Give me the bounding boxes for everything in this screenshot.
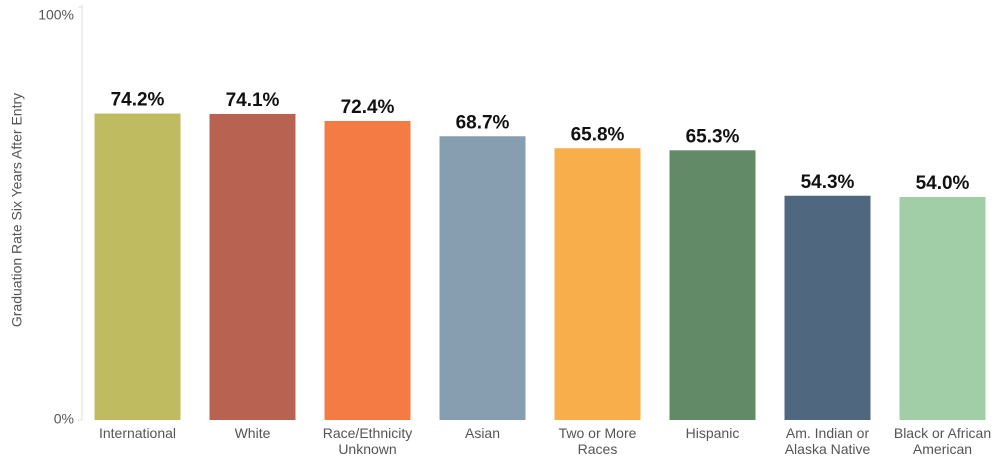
y-tick-label: 0% <box>54 411 74 427</box>
bar <box>94 113 181 420</box>
x-tick-label: White <box>234 425 271 441</box>
value-label: 54.0% <box>916 173 970 194</box>
value-label: 65.8% <box>571 124 625 145</box>
value-label: 68.7% <box>456 112 510 133</box>
y-axis-label: Graduation Rate Six Years After Entry <box>9 93 25 327</box>
value-label: 74.2% <box>111 90 165 111</box>
bar <box>784 195 871 420</box>
x-tick-label: Hispanic <box>685 425 740 441</box>
bar <box>439 136 526 421</box>
x-tick-label: Race/Ethnicity Unknown <box>322 425 413 457</box>
bar <box>324 120 411 420</box>
y-tick-label: 100% <box>38 7 74 23</box>
bar <box>554 148 641 420</box>
bar <box>669 150 756 420</box>
bar <box>899 196 986 420</box>
bar <box>209 113 296 420</box>
x-tick-label: Am. Indian or Alaska Native <box>784 425 871 457</box>
value-label: 54.3% <box>801 172 855 193</box>
x-tick-label: Asian <box>464 425 501 441</box>
x-tick-label: Two or More Races <box>558 425 637 457</box>
value-label: 72.4% <box>341 97 395 118</box>
value-label: 65.3% <box>686 126 740 147</box>
x-tick-label: Black or African American <box>893 425 992 457</box>
x-tick-label: International <box>98 425 177 441</box>
value-label: 74.1% <box>226 90 280 111</box>
